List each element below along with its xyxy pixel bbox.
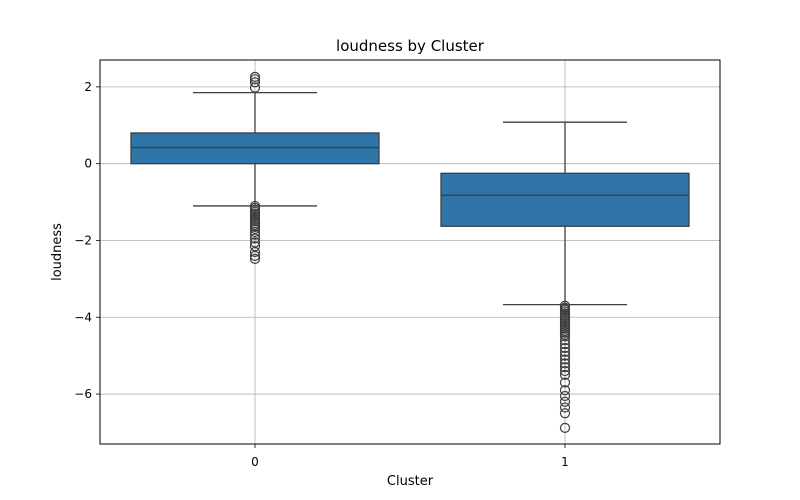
outlier-point (249, 82, 261, 93)
outlier-point (559, 335, 571, 346)
outlier-point (559, 396, 571, 407)
outlier-point (249, 237, 261, 248)
y-axis-label: loudness (50, 223, 65, 281)
box-group-cluster-0 (130, 71, 380, 265)
outlier-point (559, 358, 571, 369)
outlier-point (249, 233, 261, 244)
box-plots (130, 71, 690, 433)
outlier-point (559, 339, 571, 350)
plot-frame (99, 59, 721, 445)
outlier-point (559, 365, 571, 377)
outlier-point (249, 253, 261, 265)
outlier-point (249, 250, 261, 261)
outlier-point (559, 390, 571, 402)
y-tick-label: −2 (74, 233, 92, 247)
outlier-point (249, 77, 261, 88)
outlier-point (249, 226, 261, 238)
outlier-point (249, 246, 261, 258)
x-tick-label: 1 (561, 455, 569, 469)
y-tick-label: 2 (84, 80, 92, 94)
outlier-point (249, 229, 261, 240)
outlier-point (559, 331, 571, 342)
iqr-box (440, 172, 690, 227)
x-axis-label: Cluster (387, 474, 434, 489)
axis-ticks: −6 −4 −2 0 2 0 1 (74, 80, 569, 469)
iqr-box (130, 132, 380, 165)
x-tick-label: 0 (251, 455, 259, 469)
grid-lines (100, 60, 720, 444)
box-group-cluster-1 (440, 121, 690, 433)
outlier-point (559, 362, 571, 373)
outlier-point (559, 377, 571, 388)
chart-title: loudness by Cluster (336, 37, 485, 55)
y-tick-label: 0 (84, 157, 92, 171)
outlier-point (559, 350, 571, 361)
y-tick-label: −6 (74, 387, 92, 401)
outlier-point (559, 402, 571, 413)
outlier-point (559, 346, 571, 357)
outlier-point (559, 422, 571, 433)
y-tick-label: −4 (74, 310, 92, 324)
outlier-point (559, 342, 571, 354)
outlier-point (559, 354, 571, 365)
outlier-point (559, 408, 571, 419)
outlier-point (559, 385, 571, 396)
outlier-point (559, 369, 571, 380)
